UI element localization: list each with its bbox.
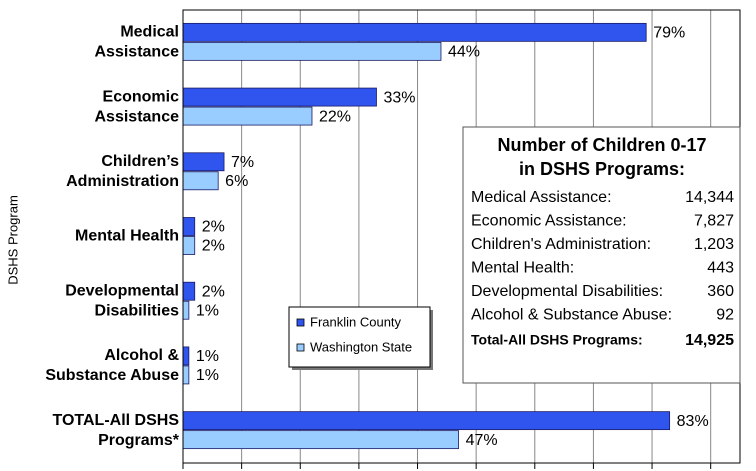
- value-label: 1%: [196, 302, 219, 319]
- bar: [182, 411, 671, 431]
- category-label: Children’s: [101, 153, 179, 170]
- value-label: 44%: [448, 44, 480, 61]
- category-label: Programs*: [98, 432, 180, 449]
- legend-label: Franklin County: [310, 314, 402, 329]
- value-label: 6%: [225, 173, 248, 190]
- inset-total-label: Total-All DSHS Programs:: [471, 332, 643, 348]
- bar: [182, 346, 190, 366]
- inset-row-value: 7,827: [694, 213, 734, 230]
- inset-row-label: Economic Assistance:: [471, 213, 627, 230]
- inset-row-label: Medical Assistance:: [471, 189, 612, 206]
- inset-row-value: 1,203: [694, 236, 734, 253]
- category-label: TOTAL-All DSHS: [52, 412, 179, 429]
- value-label: 2%: [202, 219, 225, 236]
- bar: [182, 106, 313, 126]
- category-label: Administration: [66, 173, 179, 190]
- value-label: 79%: [653, 25, 685, 42]
- category-label: Alcohol &: [104, 347, 179, 364]
- bar: [182, 22, 647, 42]
- bar: [182, 41, 442, 61]
- value-label: 1%: [196, 367, 219, 384]
- value-label: 83%: [677, 413, 709, 430]
- bar: [182, 300, 190, 320]
- legend-swatch: [296, 343, 305, 352]
- value-label: 2%: [202, 238, 225, 255]
- category-label: Mental Health: [75, 228, 179, 245]
- category-label: Developmental: [65, 282, 179, 299]
- inset-total-value: 14,925: [685, 332, 734, 349]
- bar: [182, 281, 196, 301]
- inset-row-label: Alcohol & Substance Abuse:: [471, 307, 672, 324]
- inset-box: [462, 126, 741, 384]
- category-label: Assistance: [95, 108, 180, 125]
- bar: [182, 236, 196, 255]
- inset-title: in DSHS Programs:: [519, 159, 685, 179]
- bar: [182, 171, 219, 191]
- legend-label: Washington State: [310, 339, 412, 354]
- legend-swatch: [296, 318, 305, 327]
- inset-row-value: 360: [707, 283, 734, 300]
- bar: [182, 365, 190, 385]
- value-label: 33%: [383, 89, 415, 106]
- value-label: 7%: [231, 154, 254, 171]
- inset-row-value: 92: [716, 307, 734, 324]
- inset-title: Number of Children 0-17: [497, 135, 706, 155]
- category-label: Medical: [120, 24, 179, 41]
- inset-row-label: Children's Administration:: [471, 236, 651, 253]
- bar: [182, 217, 196, 236]
- bar: [182, 87, 377, 107]
- category-label: Disabilities: [95, 302, 180, 319]
- inset-row-label: Mental Health:: [471, 260, 574, 277]
- bar: [182, 430, 459, 450]
- value-label: 22%: [319, 108, 351, 125]
- inset-row-value: 14,344: [685, 189, 734, 206]
- y-axis-title: DSHS Program: [5, 195, 20, 285]
- category-label: Substance Abuse: [45, 367, 179, 384]
- legend-box: [288, 306, 431, 368]
- category-label: Economic: [103, 88, 180, 105]
- value-label: 1%: [196, 348, 219, 365]
- bar: [182, 152, 225, 172]
- category-label: Assistance: [95, 44, 180, 61]
- value-label: 47%: [466, 432, 498, 449]
- inset-row-value: 443: [707, 260, 734, 277]
- value-label: 2%: [202, 283, 225, 300]
- inset-row-label: Developmental Disabilities:: [471, 283, 663, 300]
